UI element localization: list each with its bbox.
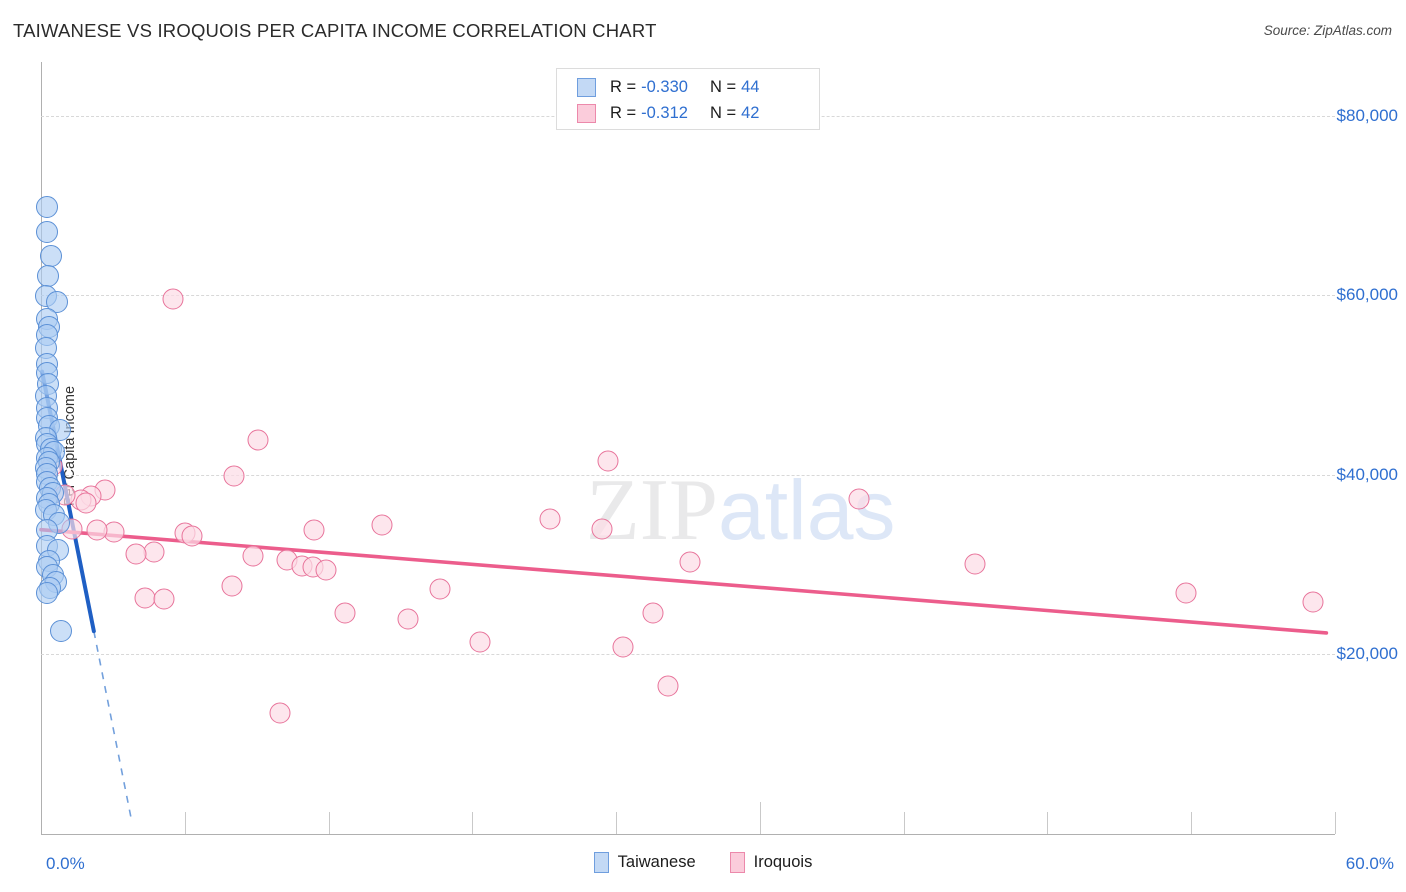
data-point-iroquois[interactable]: [269, 702, 291, 724]
legend-color-iroquois: [729, 852, 745, 873]
gridline: [41, 474, 1335, 476]
data-point-iroquois[interactable]: [125, 543, 147, 565]
data-point-iroquois[interactable]: [964, 553, 986, 575]
watermark-atlas: atlas: [718, 463, 896, 557]
r-label-taiwanese: R =: [610, 77, 637, 96]
data-point-iroquois[interactable]: [303, 519, 325, 541]
watermark-zip: ZIP: [586, 462, 718, 559]
legend-item-taiwanese[interactable]: Taiwanese: [593, 852, 696, 873]
legend-label-iroquois: Iroquois: [753, 853, 813, 871]
data-point-iroquois[interactable]: [397, 608, 419, 630]
data-point-taiwanese[interactable]: [36, 196, 59, 219]
n-label-iroquois: N =: [709, 103, 737, 122]
data-point-taiwanese[interactable]: [36, 264, 59, 287]
data-point-taiwanese[interactable]: [36, 220, 59, 243]
gridline: [41, 654, 1335, 656]
data-point-iroquois[interactable]: [539, 508, 561, 530]
trend-line-extension-taiwanese: [93, 630, 133, 821]
data-point-taiwanese[interactable]: [39, 244, 62, 267]
y-axis-tick-label: $60,000: [1336, 285, 1398, 305]
data-point-iroquois[interactable]: [371, 514, 393, 536]
data-point-iroquois[interactable]: [642, 602, 664, 624]
data-point-iroquois[interactable]: [247, 429, 269, 451]
x-axis-tick: [1047, 812, 1049, 834]
page-title: TAIWANESE VS IROQUOIS PER CAPITA INCOME …: [13, 20, 657, 41]
source-attribution: Source: ZipAtlas.com: [1263, 23, 1392, 38]
x-axis-tick: [1191, 812, 1193, 834]
x-axis-tick: [472, 812, 474, 834]
data-point-iroquois[interactable]: [334, 602, 356, 624]
data-point-iroquois[interactable]: [134, 587, 156, 609]
x-axis-tick: [184, 812, 186, 834]
x-axis-tick: [903, 812, 905, 834]
data-point-iroquois[interactable]: [1175, 582, 1197, 604]
x-axis-tick: [1335, 812, 1336, 834]
trend-lines: [39, 369, 1329, 821]
plot-area: ZIPatlas: [34, 62, 1336, 834]
gridline: [41, 295, 1335, 297]
data-point-iroquois[interactable]: [86, 519, 108, 541]
data-point-taiwanese[interactable]: [50, 620, 73, 643]
data-point-iroquois[interactable]: [315, 559, 337, 581]
legend-swatch-iroquois: [577, 103, 596, 123]
r-value-taiwanese: -0.330: [641, 77, 688, 96]
legend-swatch-taiwanese: [577, 77, 596, 97]
correlation-legend: R = -0.330 N = 44 R = -0.312 N = 42: [556, 68, 820, 130]
legend-label-taiwanese: Taiwanese: [617, 853, 696, 871]
r-value-iroquois: -0.312: [641, 103, 688, 122]
data-point-iroquois[interactable]: [597, 450, 619, 472]
n-value-iroquois: 42: [741, 103, 760, 122]
n-label-taiwanese: N =: [709, 77, 737, 96]
r-label-iroquois: R =: [610, 103, 637, 122]
data-point-iroquois[interactable]: [153, 588, 175, 610]
data-point-iroquois[interactable]: [657, 675, 678, 697]
legend-color-taiwanese: [593, 852, 609, 873]
series-legend: Taiwanese Iroquois: [0, 852, 1406, 873]
data-point-iroquois[interactable]: [469, 631, 491, 653]
legend-item-iroquois[interactable]: Iroquois: [729, 852, 813, 873]
data-point-iroquois[interactable]: [75, 492, 97, 514]
data-point-iroquois[interactable]: [221, 575, 243, 597]
x-axis-line: [41, 834, 1335, 835]
n-value-taiwanese: 44: [741, 77, 760, 96]
data-point-iroquois[interactable]: [181, 525, 203, 547]
correlation-row-taiwanese: R = -0.330 N = 44: [577, 74, 759, 100]
x-axis-max-label: 60.0%: [1345, 854, 1394, 873]
data-point-taiwanese[interactable]: [46, 290, 69, 313]
data-point-iroquois[interactable]: [591, 518, 613, 540]
y-axis-tick-label: $40,000: [1336, 464, 1398, 484]
data-point-iroquois[interactable]: [679, 551, 701, 573]
x-axis-tick: [616, 812, 618, 834]
data-point-iroquois[interactable]: [1302, 591, 1324, 612]
x-axis-tick: [328, 812, 330, 834]
data-point-iroquois[interactable]: [162, 288, 184, 310]
data-point-iroquois[interactable]: [848, 488, 870, 510]
data-point-taiwanese[interactable]: [36, 582, 59, 605]
correlation-row-iroquois: R = -0.312 N = 42: [577, 100, 759, 126]
data-point-iroquois[interactable]: [242, 545, 264, 567]
y-axis-tick-label: $20,000: [1336, 644, 1398, 664]
data-point-iroquois[interactable]: [223, 465, 245, 487]
data-point-iroquois[interactable]: [143, 541, 165, 563]
x-axis-min-label: 0.0%: [46, 854, 85, 873]
data-point-iroquois[interactable]: [429, 578, 451, 600]
data-point-iroquois[interactable]: [612, 636, 634, 658]
x-axis-tick: [759, 802, 761, 834]
y-axis-tick-label: $80,000: [1336, 105, 1398, 125]
